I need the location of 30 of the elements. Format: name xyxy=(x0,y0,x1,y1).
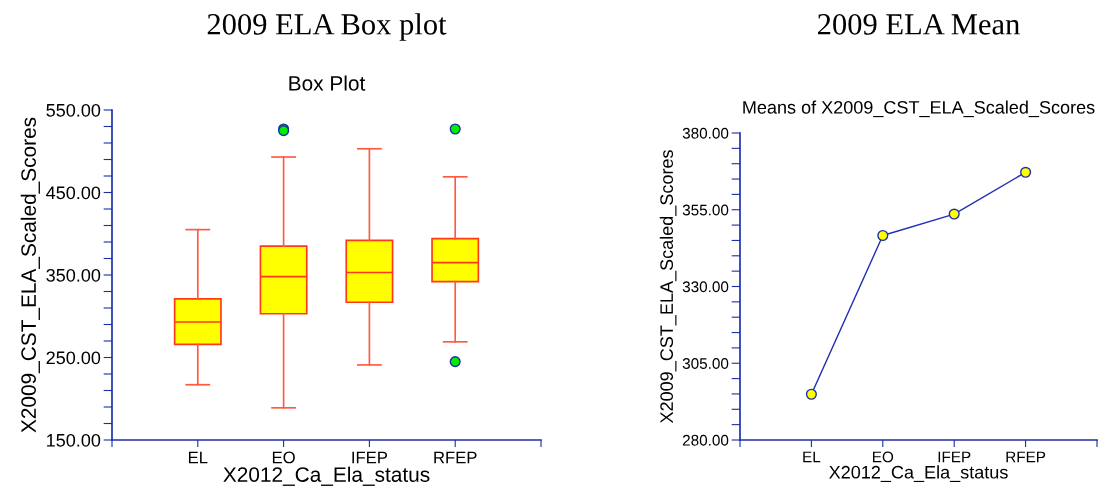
y-tick-label: 550.00 xyxy=(46,103,101,117)
y-axis-title: X2009_CST_ELA_Scaled_Scores xyxy=(20,117,40,433)
x-tick-label: RFEP xyxy=(1006,451,1046,463)
y-tick-label: 250.00 xyxy=(46,351,101,365)
chart-subtitle: Means of X2009_CST_ELA_Scaled_Scores xyxy=(743,100,1095,118)
x-tick-label: EL xyxy=(188,451,208,464)
x-axis-title: X2012_Ca_Ela_status xyxy=(829,465,1008,483)
chart-title: 2009 ELA Box plot xyxy=(207,13,447,41)
y-tick-label: 305.00 xyxy=(682,358,729,369)
y-axis-title: X2009_CST_ELA_Scaled_Scores xyxy=(659,150,677,424)
x-tick-label: IFEP xyxy=(352,451,388,464)
y-tick-label: 450.00 xyxy=(46,186,101,200)
y-tick-label: 280.00 xyxy=(682,434,729,446)
point xyxy=(948,208,960,220)
x-tick-label: EL xyxy=(803,451,821,463)
x-tick-label: IFEP xyxy=(938,451,971,463)
chart-title: 2009 ELA Mean xyxy=(818,14,1020,35)
y-tick-label: 350.00 xyxy=(46,268,101,282)
x-tick-label: EO xyxy=(873,451,894,463)
x-axis-title: X2012_Ca_Ela_status xyxy=(223,466,430,486)
y-tick-label: 380.00 xyxy=(682,127,729,139)
chart-subtitle: Box Plot xyxy=(289,75,366,91)
x-tick-label: EO xyxy=(272,451,295,464)
y-tick-label: 330.00 xyxy=(682,281,729,293)
point xyxy=(805,388,817,400)
point xyxy=(1020,166,1032,178)
point xyxy=(877,229,889,242)
x-tick-label: RFEP xyxy=(434,451,477,464)
y-tick-label: 355.00 xyxy=(682,204,729,216)
y-tick-label: 150.00 xyxy=(47,433,101,447)
